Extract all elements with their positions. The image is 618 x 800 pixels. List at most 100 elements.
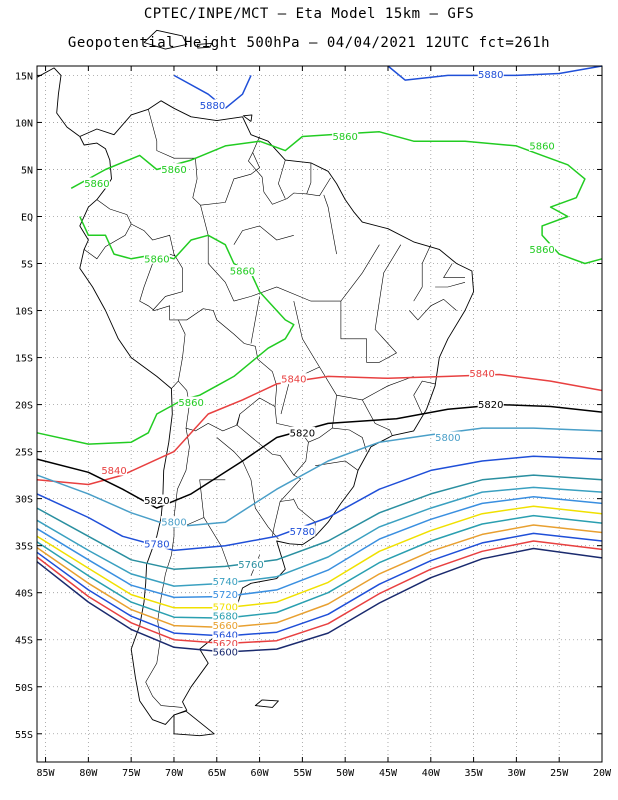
- contour-label: 5600: [213, 647, 238, 658]
- lat-tick-label: 40S: [15, 589, 33, 600]
- lon-tick-label: 75W: [122, 768, 141, 779]
- coastline: [173, 710, 215, 737]
- contour-label-bg: [529, 139, 556, 151]
- contour-label-bg: [212, 645, 239, 657]
- contour-label-bg: [143, 537, 170, 549]
- lat-tick-label: 10S: [15, 307, 33, 318]
- lat-tick-label: 25S: [15, 448, 33, 459]
- contour-label: 5680: [213, 612, 238, 623]
- border-line: [435, 282, 466, 288]
- contour-label: 5840: [101, 466, 126, 477]
- contour-label: 5740: [213, 577, 238, 588]
- map-ticks: 15N 10N 5N EQ 5S 10S 15S 20S 25S 30S 35S 40S 45S 50S 5…: [15, 66, 612, 779]
- map-gridlines: [37, 66, 603, 762]
- lon-tick-label: 35W: [465, 768, 484, 779]
- border-line: [413, 380, 436, 415]
- contour-label-bg: [434, 431, 461, 443]
- map-title-line2: Geopotential Height 500hPa – 04/04/2021 …: [67, 35, 551, 51]
- border-line: [216, 437, 279, 540]
- contour-label-bg: [212, 588, 239, 600]
- contour-label-bg: [529, 243, 556, 255]
- lat-tick-label: 20S: [15, 401, 33, 412]
- contour-label: 5840: [281, 375, 306, 386]
- lon-tick-label: 20W: [593, 768, 612, 779]
- border-line: [278, 160, 286, 199]
- contour-line: [36, 514, 603, 619]
- contour-label: 5860: [529, 141, 554, 152]
- border-line: [233, 286, 341, 302]
- contour-label-bg: [469, 367, 496, 379]
- coastline: [254, 699, 279, 708]
- contour-label-bg: [143, 252, 170, 264]
- border-line: [332, 427, 367, 452]
- contour-label: 5760: [238, 560, 263, 571]
- lat-tick-label: 50S: [15, 683, 33, 694]
- contour-label: 5660: [213, 621, 238, 632]
- border-line: [306, 162, 312, 195]
- contour-label: 5860: [178, 398, 203, 409]
- lat-tick-label: 35S: [15, 542, 33, 553]
- contour-label-bg: [212, 610, 239, 622]
- contour-label-bg: [238, 558, 265, 570]
- contour-label-bg: [212, 575, 239, 587]
- contour-line: [36, 532, 603, 637]
- border-line: [409, 298, 457, 321]
- contour-label: 5820: [144, 496, 169, 507]
- contour-label: 5860: [84, 179, 109, 190]
- contour-label: 5640: [213, 631, 238, 642]
- border-line: [148, 109, 260, 206]
- border-line: [200, 205, 235, 302]
- contour-label-bg: [101, 464, 128, 476]
- contour-label: 5800: [161, 518, 186, 529]
- lon-tick-label: 60W: [251, 768, 270, 779]
- contour-label: 5880: [478, 70, 503, 81]
- contour-line: [36, 403, 603, 509]
- contour-label: 5860: [144, 254, 169, 265]
- contour-line: [36, 496, 603, 599]
- contour-line: [36, 524, 603, 629]
- map-land-outlines: [36, 29, 475, 737]
- border-line: [323, 194, 337, 255]
- contour-label-bg: [477, 398, 504, 410]
- lat-tick-label: EQ: [21, 212, 33, 223]
- lat-tick-label: 45S: [15, 636, 33, 647]
- contour-label-bg: [212, 637, 239, 649]
- lat-tick-label: 55S: [15, 730, 33, 741]
- contour-label-bg: [280, 373, 307, 385]
- contour-label-bg: [83, 177, 110, 189]
- contour-label-bg: [212, 619, 239, 631]
- lat-tick-label: 10N: [15, 118, 33, 129]
- border-line: [413, 244, 432, 302]
- map-title-line1: CPTEC/INPE/MCT – Eta Model 15km – GFS: [143, 6, 475, 22]
- contour-label: 5860: [230, 267, 255, 278]
- lon-tick-label: 65W: [208, 768, 227, 779]
- contour-label: 5820: [478, 400, 503, 411]
- border-line: [250, 296, 260, 344]
- contour-line: [36, 505, 603, 609]
- coastline: [143, 29, 188, 50]
- border-line: [293, 301, 414, 401]
- border-line: [145, 428, 190, 708]
- border-line: [362, 399, 393, 436]
- border-line: [315, 460, 359, 471]
- border-line: [131, 223, 186, 389]
- lat-tick-label: 5S: [21, 260, 33, 271]
- lon-tick-label: 40W: [422, 768, 441, 779]
- coastline: [242, 114, 253, 122]
- border-line: [152, 253, 183, 311]
- lon-tick-label: 70W: [165, 768, 184, 779]
- contour-label: 5860: [161, 165, 186, 176]
- lon-tick-label: 50W: [336, 768, 355, 779]
- lat-tick-label: 15S: [15, 354, 33, 365]
- lon-tick-label: 85W: [37, 768, 56, 779]
- contour-line: [36, 427, 603, 528]
- contour-label-bg: [160, 516, 187, 528]
- height-contours: 5880 5880 5860 5860 5860 5860 5860 5860 5860 5860…: [36, 65, 603, 658]
- lon-tick-label: 30W: [507, 768, 526, 779]
- contour-label: 5820: [290, 428, 315, 439]
- border-line: [340, 244, 402, 363]
- lon-tick-label: 80W: [79, 768, 98, 779]
- coastline: [79, 100, 475, 725]
- contour-label: 5860: [332, 132, 357, 143]
- lat-tick-label: 5N: [21, 165, 33, 176]
